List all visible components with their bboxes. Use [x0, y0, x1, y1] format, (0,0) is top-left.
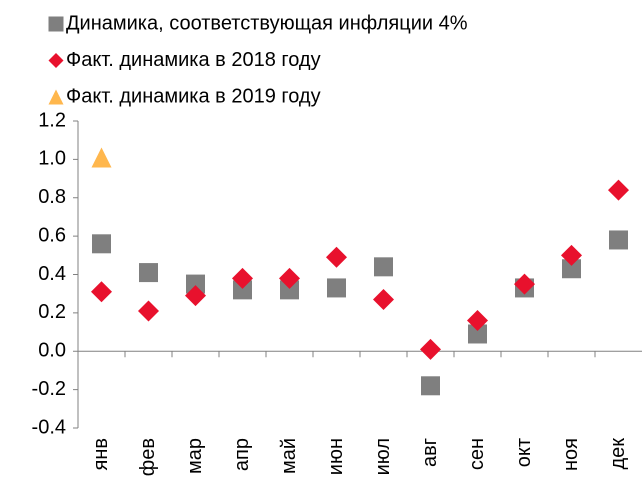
x-tick-label: мар	[184, 438, 206, 474]
diamond-marker	[91, 281, 112, 303]
y-tick-label: 0.4	[38, 263, 66, 285]
y-tick-label: 0.6	[38, 224, 66, 246]
y-tick-label: -0.2	[32, 378, 66, 400]
y-tick-label: 0.8	[38, 186, 66, 208]
diamond-marker	[420, 338, 441, 360]
x-tick-label: апр	[231, 438, 253, 471]
diamond-marker	[185, 285, 206, 307]
diamond-marker	[608, 179, 629, 201]
y-tick-label: 1.2	[38, 109, 66, 131]
y-tick-label: 0.2	[38, 301, 66, 323]
square-marker	[562, 259, 581, 279]
x-tick-label: окт	[513, 438, 535, 467]
square-marker	[421, 376, 440, 396]
square-marker	[374, 257, 393, 277]
diamond-marker	[514, 273, 535, 295]
x-tick-label: сен	[466, 438, 488, 470]
legend-label: Факт. динамика в 2019 году	[66, 85, 321, 107]
legend-marker	[48, 89, 64, 105]
diamond-marker	[138, 300, 159, 322]
y-tick-label: 0.0	[38, 340, 66, 362]
square-marker	[468, 324, 487, 344]
diamond-marker	[279, 267, 300, 289]
square-marker	[280, 280, 299, 300]
square-marker	[327, 278, 346, 298]
x-tick-label: июн	[325, 438, 347, 475]
diamond-marker	[467, 310, 488, 332]
square-marker	[186, 274, 205, 294]
square-marker	[92, 234, 111, 254]
diamond-marker	[232, 267, 253, 289]
legend-marker	[48, 16, 64, 32]
x-tick-label: авг	[419, 438, 441, 467]
legend-marker	[48, 53, 64, 68]
y-tick-label: 1.0	[38, 148, 66, 170]
triangle-marker	[91, 147, 112, 168]
square-marker	[233, 280, 252, 300]
x-tick-label: янв	[90, 438, 112, 471]
x-tick-label: июл	[372, 438, 394, 475]
y-tick-label: -0.4	[32, 416, 66, 438]
diamond-marker	[373, 288, 394, 310]
square-marker	[139, 263, 158, 283]
x-tick-label: фев	[137, 438, 159, 476]
x-tick-label: ноя	[560, 438, 582, 471]
diamond-marker	[326, 246, 347, 268]
diamond-marker	[561, 244, 582, 266]
legend-label: Динамика, соответствующая инфляции 4%	[66, 12, 468, 34]
x-tick-label: май	[278, 438, 300, 474]
x-tick-label: дек	[607, 438, 629, 470]
legend-label: Факт. динамика в 2018 году	[66, 49, 321, 71]
square-marker	[609, 230, 628, 250]
